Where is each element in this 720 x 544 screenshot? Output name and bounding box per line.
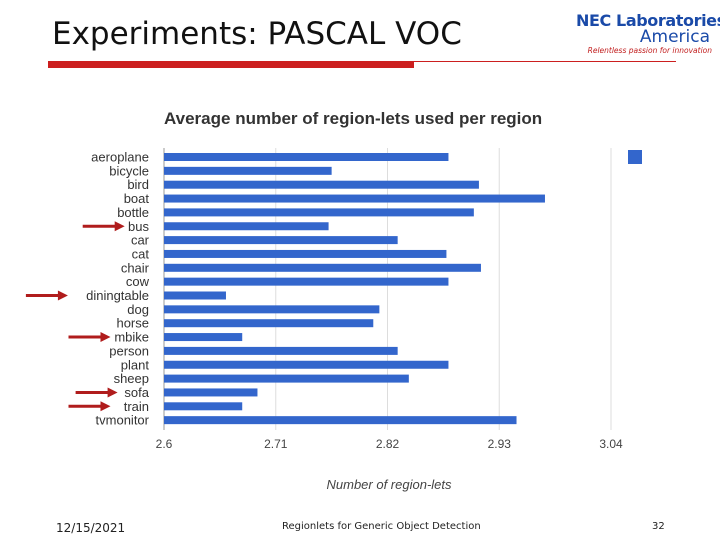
bar-dog: [164, 305, 380, 314]
category-label: plant: [121, 357, 150, 372]
category-label: bus: [128, 219, 149, 234]
bar-aeroplane: [164, 153, 449, 161]
x-tick-label: 2.93: [488, 437, 512, 451]
category-label: car: [131, 233, 150, 248]
x-tick-label: 2.82: [376, 437, 400, 451]
x-tick-label: 2.71: [264, 437, 288, 451]
bar-mbike: [164, 333, 243, 342]
footer-title: Regionlets for Generic Object Detection: [282, 521, 481, 532]
bar-bird: [164, 180, 479, 189]
category-label: horse: [116, 316, 149, 331]
category-label: bottle: [117, 205, 149, 220]
bar-cow: [164, 277, 449, 286]
category-label: aeroplane: [91, 150, 149, 165]
category-label: person: [109, 343, 149, 358]
slide-title: Experiments: PASCAL VOC: [52, 16, 462, 52]
bar-car: [164, 236, 398, 245]
logo-company: NEC Laboratories: [576, 11, 720, 30]
category-label: diningtable: [86, 288, 149, 303]
highlight-arrow-icon: [100, 332, 111, 343]
bar-boat: [164, 194, 545, 203]
bar-chair: [164, 263, 481, 272]
legend-swatch: [628, 150, 642, 164]
x-tick-label: 2.6: [156, 437, 173, 451]
highlight-arrow-icon: [107, 387, 118, 398]
nec-logo: NEC Laboratories America Relentless pass…: [576, 11, 720, 56]
category-label: cat: [132, 246, 150, 261]
logo-tagline: Relentless passion for innovation: [587, 46, 712, 55]
title-underline-red: [48, 61, 414, 68]
category-label: tvmonitor: [96, 413, 150, 428]
bar-bus: [164, 222, 329, 231]
category-label: bird: [127, 177, 149, 192]
category-label: chair: [121, 260, 150, 275]
category-label: train: [124, 399, 149, 414]
bar-bicycle: [164, 166, 332, 175]
title-underline-line: [414, 61, 676, 62]
chart-title: Average number of region-lets used per r…: [164, 109, 542, 128]
category-label: mbike: [114, 330, 149, 345]
page-number: 32: [652, 521, 665, 532]
x-axis-label: Number of region-lets: [327, 477, 452, 492]
bar-sofa: [164, 388, 258, 397]
bar-plant: [164, 360, 449, 369]
category-label: sofa: [124, 385, 149, 400]
category-label: bicycle: [109, 163, 149, 178]
bar-sheep: [164, 374, 409, 383]
bar-person: [164, 346, 398, 355]
highlight-arrow-icon: [114, 221, 125, 232]
bar-bottle: [164, 208, 474, 217]
highlight-arrow-icon: [100, 401, 111, 412]
bar-cat: [164, 249, 447, 258]
category-label: boat: [124, 191, 150, 206]
footer-date: 12/15/2021: [56, 521, 126, 535]
category-label: sheep: [114, 371, 149, 386]
x-tick-label: 3.04: [599, 437, 623, 451]
bar-diningtable: [164, 291, 226, 300]
bar-train: [164, 402, 243, 411]
bar-tvmonitor: [164, 416, 517, 425]
category-label: cow: [126, 274, 150, 289]
category-label: dog: [127, 302, 149, 317]
highlight-arrow-icon: [57, 290, 68, 301]
logo-region: America: [639, 27, 710, 47]
bar-horse: [164, 319, 374, 328]
